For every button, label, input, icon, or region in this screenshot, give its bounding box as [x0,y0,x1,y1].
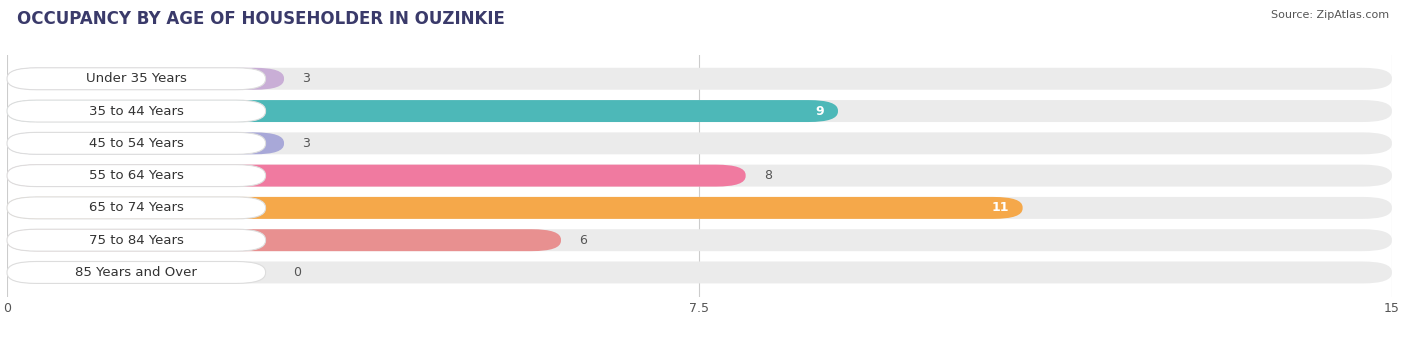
FancyBboxPatch shape [7,229,1392,251]
Text: 65 to 74 Years: 65 to 74 Years [89,202,184,214]
Text: OCCUPANCY BY AGE OF HOUSEHOLDER IN OUZINKIE: OCCUPANCY BY AGE OF HOUSEHOLDER IN OUZIN… [17,10,505,28]
Text: 8: 8 [763,169,772,182]
FancyBboxPatch shape [7,132,266,154]
Text: 45 to 54 Years: 45 to 54 Years [89,137,184,150]
FancyBboxPatch shape [7,100,266,122]
FancyBboxPatch shape [7,68,284,90]
FancyBboxPatch shape [7,68,266,90]
FancyBboxPatch shape [7,229,266,251]
FancyBboxPatch shape [7,68,1392,90]
FancyBboxPatch shape [7,165,745,187]
Text: 11: 11 [991,202,1008,214]
FancyBboxPatch shape [7,100,838,122]
Text: Source: ZipAtlas.com: Source: ZipAtlas.com [1271,10,1389,20]
FancyBboxPatch shape [7,262,1392,283]
Text: 35 to 44 Years: 35 to 44 Years [89,105,184,118]
FancyBboxPatch shape [7,132,1392,154]
Text: 75 to 84 Years: 75 to 84 Years [89,234,184,247]
FancyBboxPatch shape [7,165,266,187]
Text: 3: 3 [302,137,311,150]
Text: Under 35 Years: Under 35 Years [86,72,187,85]
FancyBboxPatch shape [7,197,1392,219]
Text: 6: 6 [579,234,588,247]
Text: 85 Years and Over: 85 Years and Over [76,266,197,279]
FancyBboxPatch shape [7,262,266,283]
FancyBboxPatch shape [7,132,284,154]
FancyBboxPatch shape [7,165,1392,187]
FancyBboxPatch shape [7,100,1392,122]
FancyBboxPatch shape [7,197,1022,219]
FancyBboxPatch shape [7,229,561,251]
Text: 9: 9 [815,105,824,118]
Text: 55 to 64 Years: 55 to 64 Years [89,169,184,182]
Text: 0: 0 [294,266,301,279]
Text: 3: 3 [302,72,311,85]
FancyBboxPatch shape [7,197,266,219]
